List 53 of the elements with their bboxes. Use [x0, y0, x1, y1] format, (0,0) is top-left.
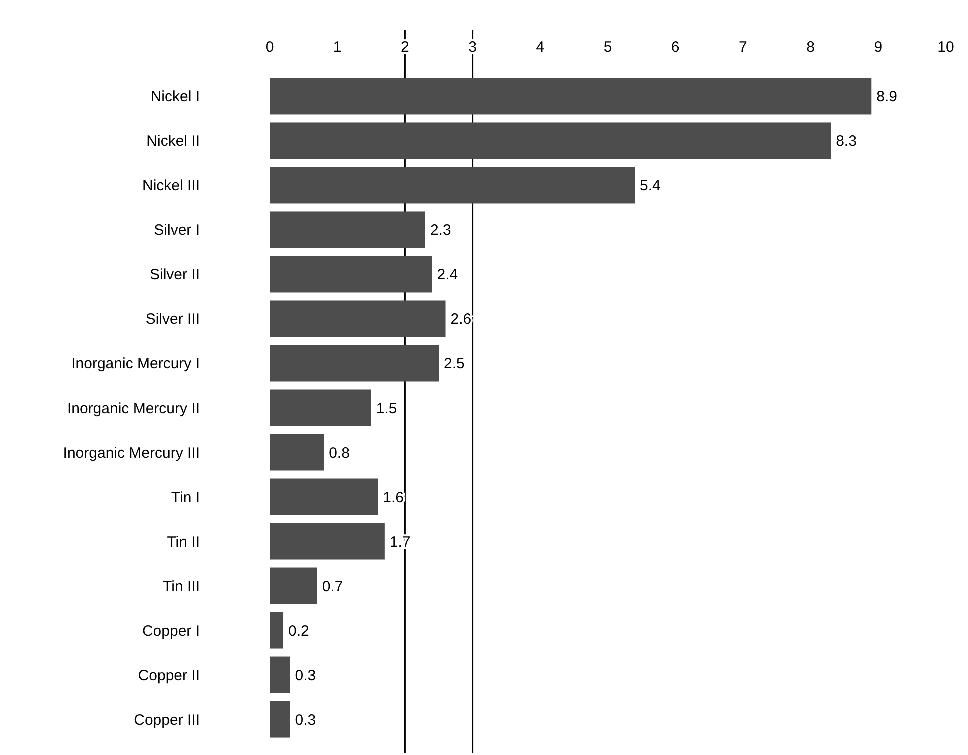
- x-tick-label: 1: [333, 39, 342, 56]
- x-tick-label: 0: [266, 39, 274, 56]
- data-label: 2.4: [437, 266, 458, 284]
- y-tick-label: Copper II: [138, 667, 200, 684]
- data-label: 0.7: [322, 578, 344, 596]
- data-label: 2.6: [450, 311, 472, 328]
- y-tick-label: Copper III: [134, 712, 200, 729]
- bar: [270, 568, 318, 604]
- data-label: 8.3: [836, 133, 857, 150]
- data-label: 8.9: [876, 88, 898, 106]
- x-tick-label: 10: [938, 39, 954, 56]
- y-tick-label: Tin III: [163, 578, 200, 596]
- y-tick-label: Nickel I: [150, 88, 200, 106]
- data-label: 2.3: [430, 222, 452, 240]
- data-label: 0.2: [288, 622, 310, 640]
- bar: [270, 656, 290, 694]
- y-tick-label: Silver II: [150, 266, 200, 284]
- bar: [270, 390, 372, 426]
- data-label: 2.5: [444, 356, 465, 373]
- x-tick-label: 8: [806, 39, 815, 56]
- data-label: 0.3: [295, 667, 316, 684]
- bar: [270, 167, 636, 204]
- y-tick-label: Copper I: [142, 622, 200, 640]
- y-tick-label: Silver III: [146, 311, 200, 328]
- data-label: 1.5: [376, 400, 398, 418]
- bar: [270, 122, 832, 160]
- bar: [270, 212, 426, 248]
- y-tick-label: Nickel III: [142, 178, 200, 195]
- y-tick-label: Tin II: [167, 534, 200, 551]
- x-tick-label: 5: [604, 39, 612, 56]
- bar: [270, 434, 324, 471]
- y-tick-label: Inorganic Mercury I: [72, 356, 200, 373]
- data-label: 0.8: [329, 444, 350, 462]
- y-tick-label: Nickel II: [146, 133, 200, 150]
- x-tick-label: 9: [874, 39, 883, 56]
- bar: [270, 701, 290, 738]
- y-tick-label: Tin I: [171, 489, 200, 506]
- bar: [270, 345, 439, 382]
- data-label: 5.4: [640, 178, 661, 195]
- y-tick-label: Inorganic Mercury III: [63, 444, 200, 462]
- bar: [270, 612, 284, 649]
- y-tick-label: Silver I: [154, 222, 200, 240]
- data-label: 0.3: [295, 712, 316, 729]
- data-label: 1.6: [383, 489, 404, 506]
- bar: [270, 78, 872, 115]
- bar: [270, 300, 446, 338]
- bar: [270, 523, 385, 560]
- x-tick-label: 6: [671, 39, 680, 56]
- x-tick-label: 4: [536, 39, 545, 56]
- x-tick-label: 7: [739, 39, 748, 56]
- bar: [270, 256, 432, 293]
- bar: [270, 478, 378, 516]
- y-tick-label: Inorganic Mercury II: [67, 400, 200, 418]
